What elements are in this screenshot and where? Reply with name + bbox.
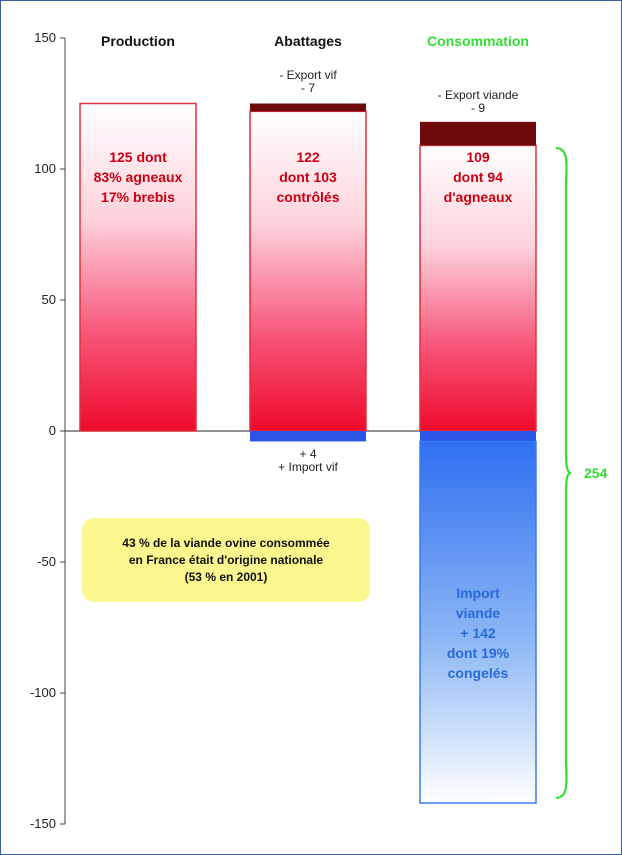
- y-tick-label: 150: [34, 30, 56, 45]
- import-value-label: dont 19%: [447, 645, 510, 661]
- y-tick-label: -50: [37, 554, 56, 569]
- bar-value-label: 83% agneaux: [94, 169, 183, 185]
- flow-annotation: - 9: [471, 101, 485, 115]
- flow-annotation: + Import vif: [278, 460, 338, 474]
- bar-segment-import_main: [419, 440, 537, 804]
- bar-segment-export: [420, 121, 536, 146]
- callout-box: 43 % de la viande ovine consommée en Fra…: [82, 518, 370, 602]
- callout-line: 43 % de la viande ovine consommée: [122, 535, 330, 550]
- callout-line: en France était d'origine nationale: [128, 552, 324, 567]
- y-tick-label: 50: [42, 292, 56, 307]
- flow-annotation: - 7: [301, 81, 315, 95]
- brace-label: 254: [584, 465, 608, 481]
- y-tick-label: -150: [30, 816, 56, 831]
- flow-annotation: - Export vif: [279, 68, 337, 82]
- import-value-label: Import: [456, 585, 500, 601]
- flow-annotation: + 4: [299, 447, 316, 461]
- flow-annotation: - Export viande: [438, 88, 519, 102]
- category-label: Abattages: [274, 33, 342, 49]
- bar-value-label: d'agneaux: [444, 189, 513, 205]
- bar-segment-import: [250, 431, 366, 442]
- bar-value-label: 17% brebis: [101, 189, 175, 205]
- import-value-label: viande: [456, 605, 501, 621]
- bar-segment-main: [79, 102, 197, 432]
- bar-value-label: dont 103: [279, 169, 337, 185]
- y-tick-label: -100: [30, 685, 56, 700]
- bar-segment-export: [250, 103, 366, 112]
- bar-segment-import: [420, 431, 536, 442]
- y-tick-label: 100: [34, 161, 56, 176]
- bar-value-label: 122: [296, 149, 320, 165]
- bar-value-label: dont 94: [453, 169, 503, 185]
- bar-value-label: 125 dont: [109, 149, 167, 165]
- brace-bracket: [555, 146, 572, 799]
- bar-value-label: 109: [466, 149, 490, 165]
- category-label: Consommation: [427, 33, 529, 49]
- y-tick-label: 0: [49, 423, 56, 438]
- bar-segment-main: [249, 110, 367, 432]
- import-value-label: congelés: [448, 665, 509, 681]
- category-label: Production: [101, 33, 175, 49]
- import-value-label: + 142: [460, 625, 496, 641]
- callout-line: (53 % en 2001): [184, 569, 268, 584]
- bar-value-label: contrôlés: [276, 189, 339, 205]
